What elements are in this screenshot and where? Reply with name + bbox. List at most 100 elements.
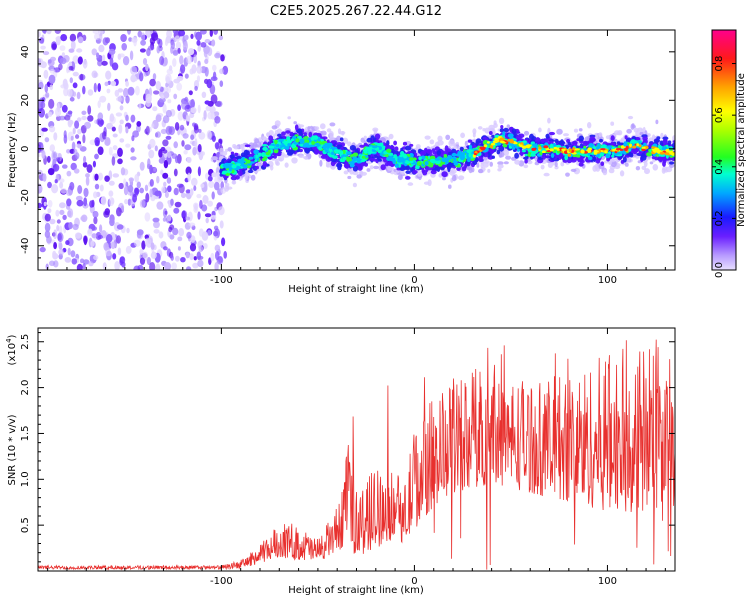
ridge-peak [417, 161, 422, 166]
ridge-peak [600, 153, 604, 157]
noise-speckle [123, 56, 129, 65]
noise-speckle [97, 83, 101, 92]
noise-speckle [70, 77, 73, 83]
ridge-peak [315, 143, 320, 146]
noise-speckle [195, 32, 202, 41]
noise-speckle [66, 198, 71, 206]
ridge-core [295, 124, 299, 130]
ridge-core [364, 144, 368, 147]
noise-speckle [156, 131, 161, 138]
ridge-hotspot [474, 153, 477, 155]
noise-speckle [190, 243, 196, 251]
ridge-core [366, 138, 372, 143]
ridge-peak [393, 159, 396, 164]
ridge-core [277, 134, 282, 137]
noise-speckle [131, 147, 135, 152]
noise-speckle [187, 157, 192, 163]
ridge-hotspot [632, 146, 636, 149]
noise-speckle [78, 56, 83, 64]
noise-speckle [74, 120, 79, 128]
noise-speckle [112, 62, 118, 70]
noise-speckle [43, 173, 47, 181]
ridge-peak [435, 158, 441, 161]
ridge-hotspot [510, 141, 514, 144]
ridge-halo [571, 169, 577, 172]
noise-speckle [198, 132, 205, 140]
noise-speckle [98, 173, 103, 181]
ridge-peak [365, 147, 370, 151]
noise-speckle [118, 248, 122, 256]
ridge-core [425, 149, 431, 153]
noise-speckle [43, 28, 47, 34]
ridge-halo [547, 118, 551, 124]
noise-speckle [73, 128, 76, 135]
ridge-halo [541, 165, 545, 170]
ridge-peak [339, 150, 343, 155]
noise-speckle [221, 237, 225, 246]
ridge-peak [266, 152, 270, 156]
ridge-core [611, 135, 615, 141]
ridge-core [437, 166, 441, 172]
ridge-core [483, 137, 487, 140]
ridge-halo [626, 129, 632, 134]
noise-speckle [109, 197, 115, 206]
ridge-core [235, 175, 240, 180]
noise-speckle [177, 104, 181, 111]
noise-speckle [116, 235, 121, 243]
ridge-core [376, 139, 379, 143]
noise-speckle [153, 90, 159, 94]
noise-speckle [179, 55, 183, 64]
noise-speckle [211, 156, 218, 160]
ridge-peak [577, 154, 581, 157]
noise-speckle [88, 261, 93, 266]
ridge-peak [327, 143, 333, 147]
noise-speckle [37, 31, 41, 37]
noise-speckle [59, 243, 63, 250]
noise-speckle [150, 179, 154, 187]
ridge-halo [587, 122, 591, 128]
ridge-peak [517, 148, 520, 152]
ridge-halo [276, 161, 280, 166]
noise-speckle [197, 211, 200, 219]
ridge-core [288, 150, 294, 155]
noise-speckle [109, 219, 115, 227]
noise-speckle [83, 59, 88, 68]
noise-speckle [198, 105, 201, 114]
ridge-halo [320, 123, 326, 129]
noise-speckle [220, 80, 224, 87]
ridge-peak [223, 164, 228, 168]
noise-speckle [82, 134, 85, 143]
ridge-peak [269, 146, 275, 149]
ridge-core [403, 142, 407, 146]
ridge-core [255, 166, 259, 170]
noise-speckle [69, 49, 74, 53]
noise-speckle [140, 40, 146, 46]
noise-speckle [56, 225, 59, 231]
noise-speckle [196, 65, 202, 73]
noise-speckle [145, 64, 149, 72]
noise-speckle [62, 215, 66, 220]
noise-speckle [190, 34, 193, 39]
ridge-core [304, 148, 309, 152]
ridge-halo [471, 167, 474, 172]
noise-speckle [149, 165, 153, 175]
noise-speckle [105, 251, 111, 257]
ridge-halo [524, 131, 529, 136]
ridge-halo [563, 133, 569, 136]
noise-speckle [183, 150, 187, 155]
noise-speckle [81, 215, 87, 223]
noise-speckle [177, 76, 184, 81]
noise-speckle [133, 266, 140, 274]
ridge-halo [389, 134, 394, 139]
ridge-hotspot [621, 145, 624, 149]
ridge-halo [255, 144, 258, 147]
ridge-halo [285, 162, 289, 167]
ridge-halo [487, 169, 490, 173]
noise-speckle [161, 186, 165, 193]
ridge-core [304, 132, 307, 135]
spectrogram-ytick-label: -40 [20, 238, 31, 254]
ridge-hotspot [660, 152, 665, 155]
noise-speckle [160, 94, 164, 99]
spectrogram-ytick-label: -20 [20, 189, 31, 205]
noise-speckle [53, 242, 57, 249]
